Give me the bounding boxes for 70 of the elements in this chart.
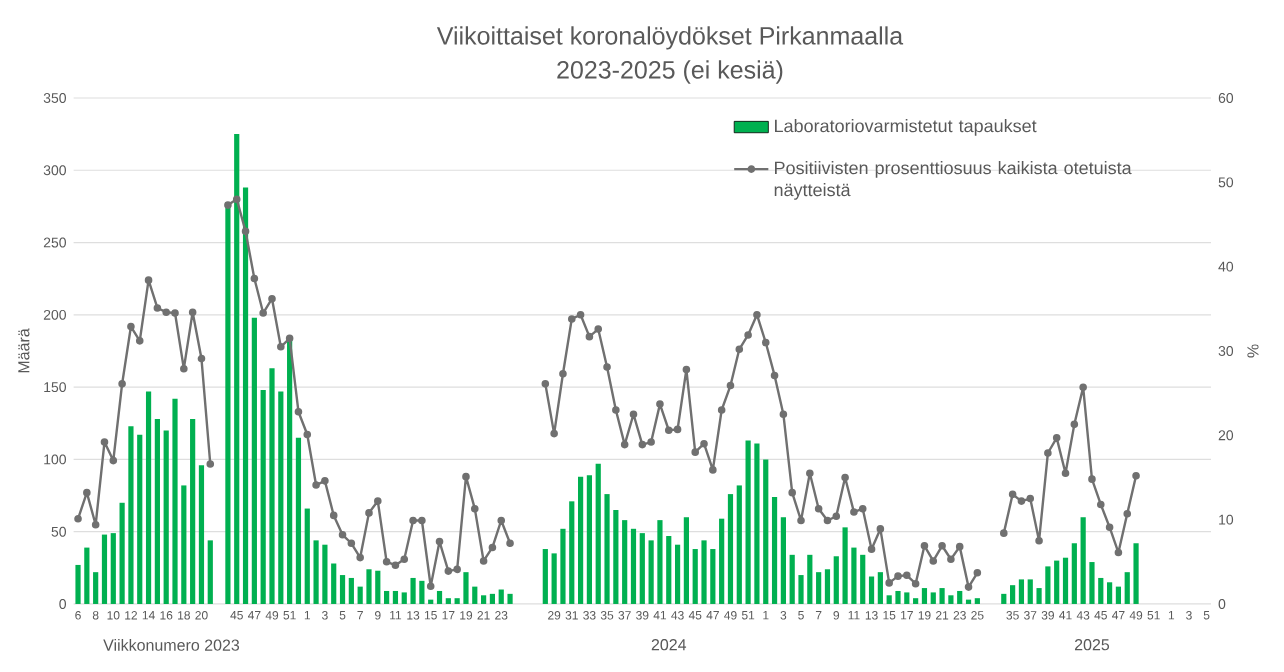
text: Viikkonumero 2023 — [103, 639, 240, 651]
bar — [639, 533, 645, 604]
bar — [577, 476, 584, 604]
bar — [816, 572, 822, 604]
text: 2024 — [651, 639, 687, 651]
text: 2025 — [1074, 639, 1110, 651]
bar — [630, 528, 637, 604]
bar — [207, 540, 213, 604]
bar — [736, 485, 742, 604]
bar — [392, 590, 399, 604]
bar — [1010, 585, 1016, 604]
legend-label: Laboratoriovarmistetut tapaukset — [775, 119, 1037, 136]
bar — [242, 187, 249, 604]
bar — [683, 517, 689, 604]
bar — [269, 368, 275, 604]
bar — [436, 590, 443, 604]
bar — [657, 520, 663, 604]
bar — [674, 544, 681, 604]
bar — [251, 317, 257, 604]
bar — [93, 572, 99, 604]
bar — [921, 588, 928, 604]
chart-subtitle: 2023-2025 (ei kesiä) — [557, 60, 783, 84]
bar — [463, 572, 469, 604]
bar — [110, 533, 116, 604]
bar — [622, 520, 628, 604]
bar — [348, 577, 354, 604]
legend-label: Positiivisten prosenttiosuus kaikista otetuista näytteistä — [774, 161, 1132, 200]
bar — [1071, 543, 1077, 604]
bar — [957, 590, 963, 604]
bar — [939, 588, 945, 604]
bar — [489, 593, 496, 604]
bar — [913, 598, 919, 604]
bar — [154, 418, 160, 604]
bar — [410, 577, 416, 604]
bar — [128, 426, 134, 604]
bar — [339, 575, 346, 604]
bar — [1107, 582, 1113, 604]
bar — [1054, 560, 1060, 604]
bar — [1001, 593, 1007, 604]
bar — [1115, 586, 1122, 604]
bar — [1062, 557, 1069, 604]
bar — [974, 598, 980, 604]
bar — [824, 569, 831, 604]
bar — [542, 549, 548, 604]
bar — [719, 518, 725, 604]
bar — [586, 475, 592, 604]
bar — [868, 576, 875, 604]
chart-title: Viikoittaiset koronalöydökset Pirkanmaalla — [436, 26, 904, 50]
bar — [198, 465, 205, 604]
bar — [190, 418, 196, 604]
bar — [445, 598, 451, 604]
bar — [780, 517, 786, 604]
bar — [754, 443, 760, 604]
bar — [481, 595, 487, 604]
bar — [727, 494, 734, 604]
bar — [877, 572, 883, 604]
bar — [384, 590, 390, 604]
y-axis-title: Määrä — [18, 328, 30, 373]
bar — [701, 540, 707, 604]
y2-axis-title: % — [1247, 344, 1259, 358]
bar — [895, 590, 901, 604]
bar — [1133, 543, 1139, 604]
bar — [101, 534, 108, 604]
bar — [1018, 579, 1025, 604]
bar — [507, 593, 513, 604]
bar — [771, 496, 778, 604]
bar — [295, 437, 302, 604]
bar — [366, 569, 372, 604]
bar — [145, 391, 152, 604]
bar — [172, 398, 178, 604]
